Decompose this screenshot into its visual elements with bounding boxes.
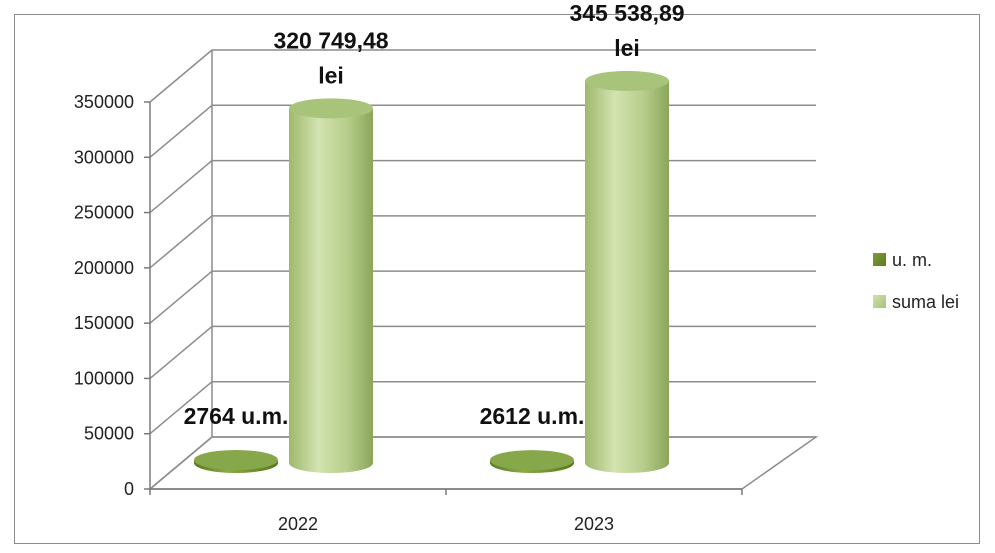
legend: u. m. suma lei: [873, 250, 959, 312]
gridline-diagonal: [149, 215, 213, 269]
y-tick-label: 350000: [74, 92, 134, 112]
bar-top: [194, 449, 278, 470]
y-tick-label: 0: [124, 479, 134, 499]
legend-item: u. m.: [873, 250, 932, 270]
bar-suma-lei-2023: [585, 70, 669, 474]
y-tick-label: 150000: [74, 313, 134, 333]
legend-label: suma lei: [892, 292, 959, 312]
gridline-diagonal: [149, 270, 213, 324]
y-tick-label: 300000: [74, 147, 134, 167]
y-tick-label: 200000: [74, 258, 134, 278]
data-label: 320 749,48: [273, 27, 388, 53]
data-label: lei: [318, 62, 344, 88]
gridline-diagonal: [149, 159, 213, 214]
gridline-diagonal: [149, 436, 213, 490]
bar-top: [585, 70, 669, 91]
data-label: lei: [614, 35, 640, 61]
bars: [194, 70, 669, 474]
data-label: 2612 u.m.: [480, 403, 585, 429]
y-tick-label: 250000: [74, 203, 134, 223]
bar-body: [585, 80, 669, 474]
bar-u-m--2023: [490, 450, 574, 473]
axes: 0 50000 100000 150000 200000 250000 300000 3500…: [74, 92, 743, 534]
bar-u-m--2022: [194, 449, 278, 473]
y-tick-label: 100000: [74, 368, 134, 388]
legend-label: u. m.: [892, 250, 932, 270]
gridline-diagonal: [149, 104, 213, 158]
x-tick-label: 2023: [574, 514, 614, 534]
bar-top: [490, 450, 574, 471]
legend-swatch: [873, 253, 886, 266]
data-label: 345 538,89: [569, 0, 684, 26]
x-tick-label: 2022: [278, 514, 318, 534]
data-labels: 2764 u.m. 320 749,48 lei 2612 u.m. 345 538,8…: [184, 0, 685, 429]
legend-item: suma lei: [873, 292, 959, 312]
legend-swatch: [873, 295, 886, 308]
bar-body: [289, 108, 373, 474]
gridline-diagonal: [149, 325, 213, 380]
data-label: 2764 u.m.: [184, 403, 289, 429]
bar-suma-lei-2022: [289, 98, 373, 474]
gridline-diagonal: [149, 381, 213, 435]
gridline-diagonal: [149, 49, 213, 103]
y-tick-label: 50000: [84, 424, 134, 444]
bar-top: [289, 98, 373, 119]
